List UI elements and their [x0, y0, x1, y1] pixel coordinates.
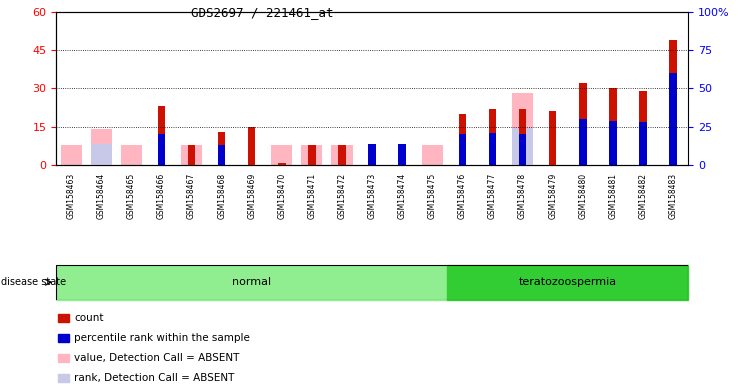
Bar	[91, 129, 111, 165]
Bar	[519, 134, 527, 165]
Bar	[512, 128, 533, 165]
Bar	[640, 122, 647, 165]
Text: teratozoospermia: teratozoospermia	[518, 277, 617, 287]
Bar	[549, 111, 557, 165]
Text: GSM158472: GSM158472	[337, 173, 346, 219]
Bar	[669, 73, 677, 165]
Bar	[512, 93, 533, 165]
Text: GSM158464: GSM158464	[96, 173, 105, 219]
Bar	[158, 106, 165, 165]
Bar	[218, 132, 225, 165]
Bar	[61, 145, 82, 165]
Bar	[640, 91, 647, 165]
Bar	[308, 145, 316, 165]
Text: GSM158476: GSM158476	[458, 173, 467, 219]
Bar	[338, 145, 346, 165]
Bar	[447, 265, 688, 300]
Bar	[459, 134, 466, 165]
Bar	[301, 145, 322, 165]
Bar	[181, 145, 202, 165]
Text: value, Detection Call = ABSENT: value, Detection Call = ABSENT	[74, 353, 239, 363]
Text: GSM158479: GSM158479	[548, 173, 557, 219]
Text: GSM158480: GSM158480	[578, 173, 587, 219]
Bar	[519, 109, 527, 165]
Text: GSM158470: GSM158470	[278, 173, 286, 219]
Bar	[609, 88, 616, 165]
Bar	[248, 127, 256, 165]
Text: GSM158475: GSM158475	[428, 173, 437, 219]
Bar	[422, 145, 443, 165]
Bar	[609, 121, 616, 165]
Bar	[58, 314, 70, 322]
Text: GSM158467: GSM158467	[187, 173, 196, 219]
Bar	[56, 265, 447, 300]
Text: GDS2697 / 221461_at: GDS2697 / 221461_at	[191, 6, 333, 19]
Bar	[158, 134, 165, 165]
Bar	[121, 145, 142, 165]
Text: GSM158469: GSM158469	[248, 173, 257, 219]
Bar	[488, 133, 496, 165]
Text: GSM158471: GSM158471	[307, 173, 316, 219]
Text: GSM158466: GSM158466	[157, 173, 166, 219]
Bar	[399, 145, 406, 165]
Text: GSM158483: GSM158483	[669, 173, 678, 219]
Bar	[368, 145, 376, 165]
Text: disease state: disease state	[1, 277, 67, 287]
Text: GSM158473: GSM158473	[367, 173, 377, 219]
Bar	[58, 334, 70, 342]
Bar	[579, 83, 586, 165]
Text: GSM158468: GSM158468	[217, 173, 226, 219]
Text: GSM158481: GSM158481	[608, 173, 617, 219]
Text: GSM158474: GSM158474	[398, 173, 407, 219]
Bar	[331, 145, 352, 165]
Bar	[488, 109, 496, 165]
Bar	[218, 145, 225, 165]
Bar	[58, 354, 70, 362]
Bar	[399, 144, 406, 165]
Text: GSM158463: GSM158463	[67, 173, 76, 219]
Bar	[669, 40, 677, 165]
Text: normal: normal	[232, 277, 272, 287]
Bar	[188, 145, 195, 165]
Text: GSM158482: GSM158482	[639, 173, 648, 219]
Bar	[91, 144, 111, 165]
Text: count: count	[74, 313, 104, 323]
Bar	[368, 144, 376, 165]
Text: GSM158477: GSM158477	[488, 173, 497, 219]
Bar	[278, 162, 286, 165]
Text: GSM158478: GSM158478	[518, 173, 527, 219]
Bar	[459, 114, 466, 165]
Text: GSM158465: GSM158465	[127, 173, 136, 219]
Text: percentile rank within the sample: percentile rank within the sample	[74, 333, 250, 343]
Bar	[58, 374, 70, 382]
Bar	[272, 145, 292, 165]
Bar	[579, 119, 586, 165]
Text: rank, Detection Call = ABSENT: rank, Detection Call = ABSENT	[74, 373, 235, 383]
